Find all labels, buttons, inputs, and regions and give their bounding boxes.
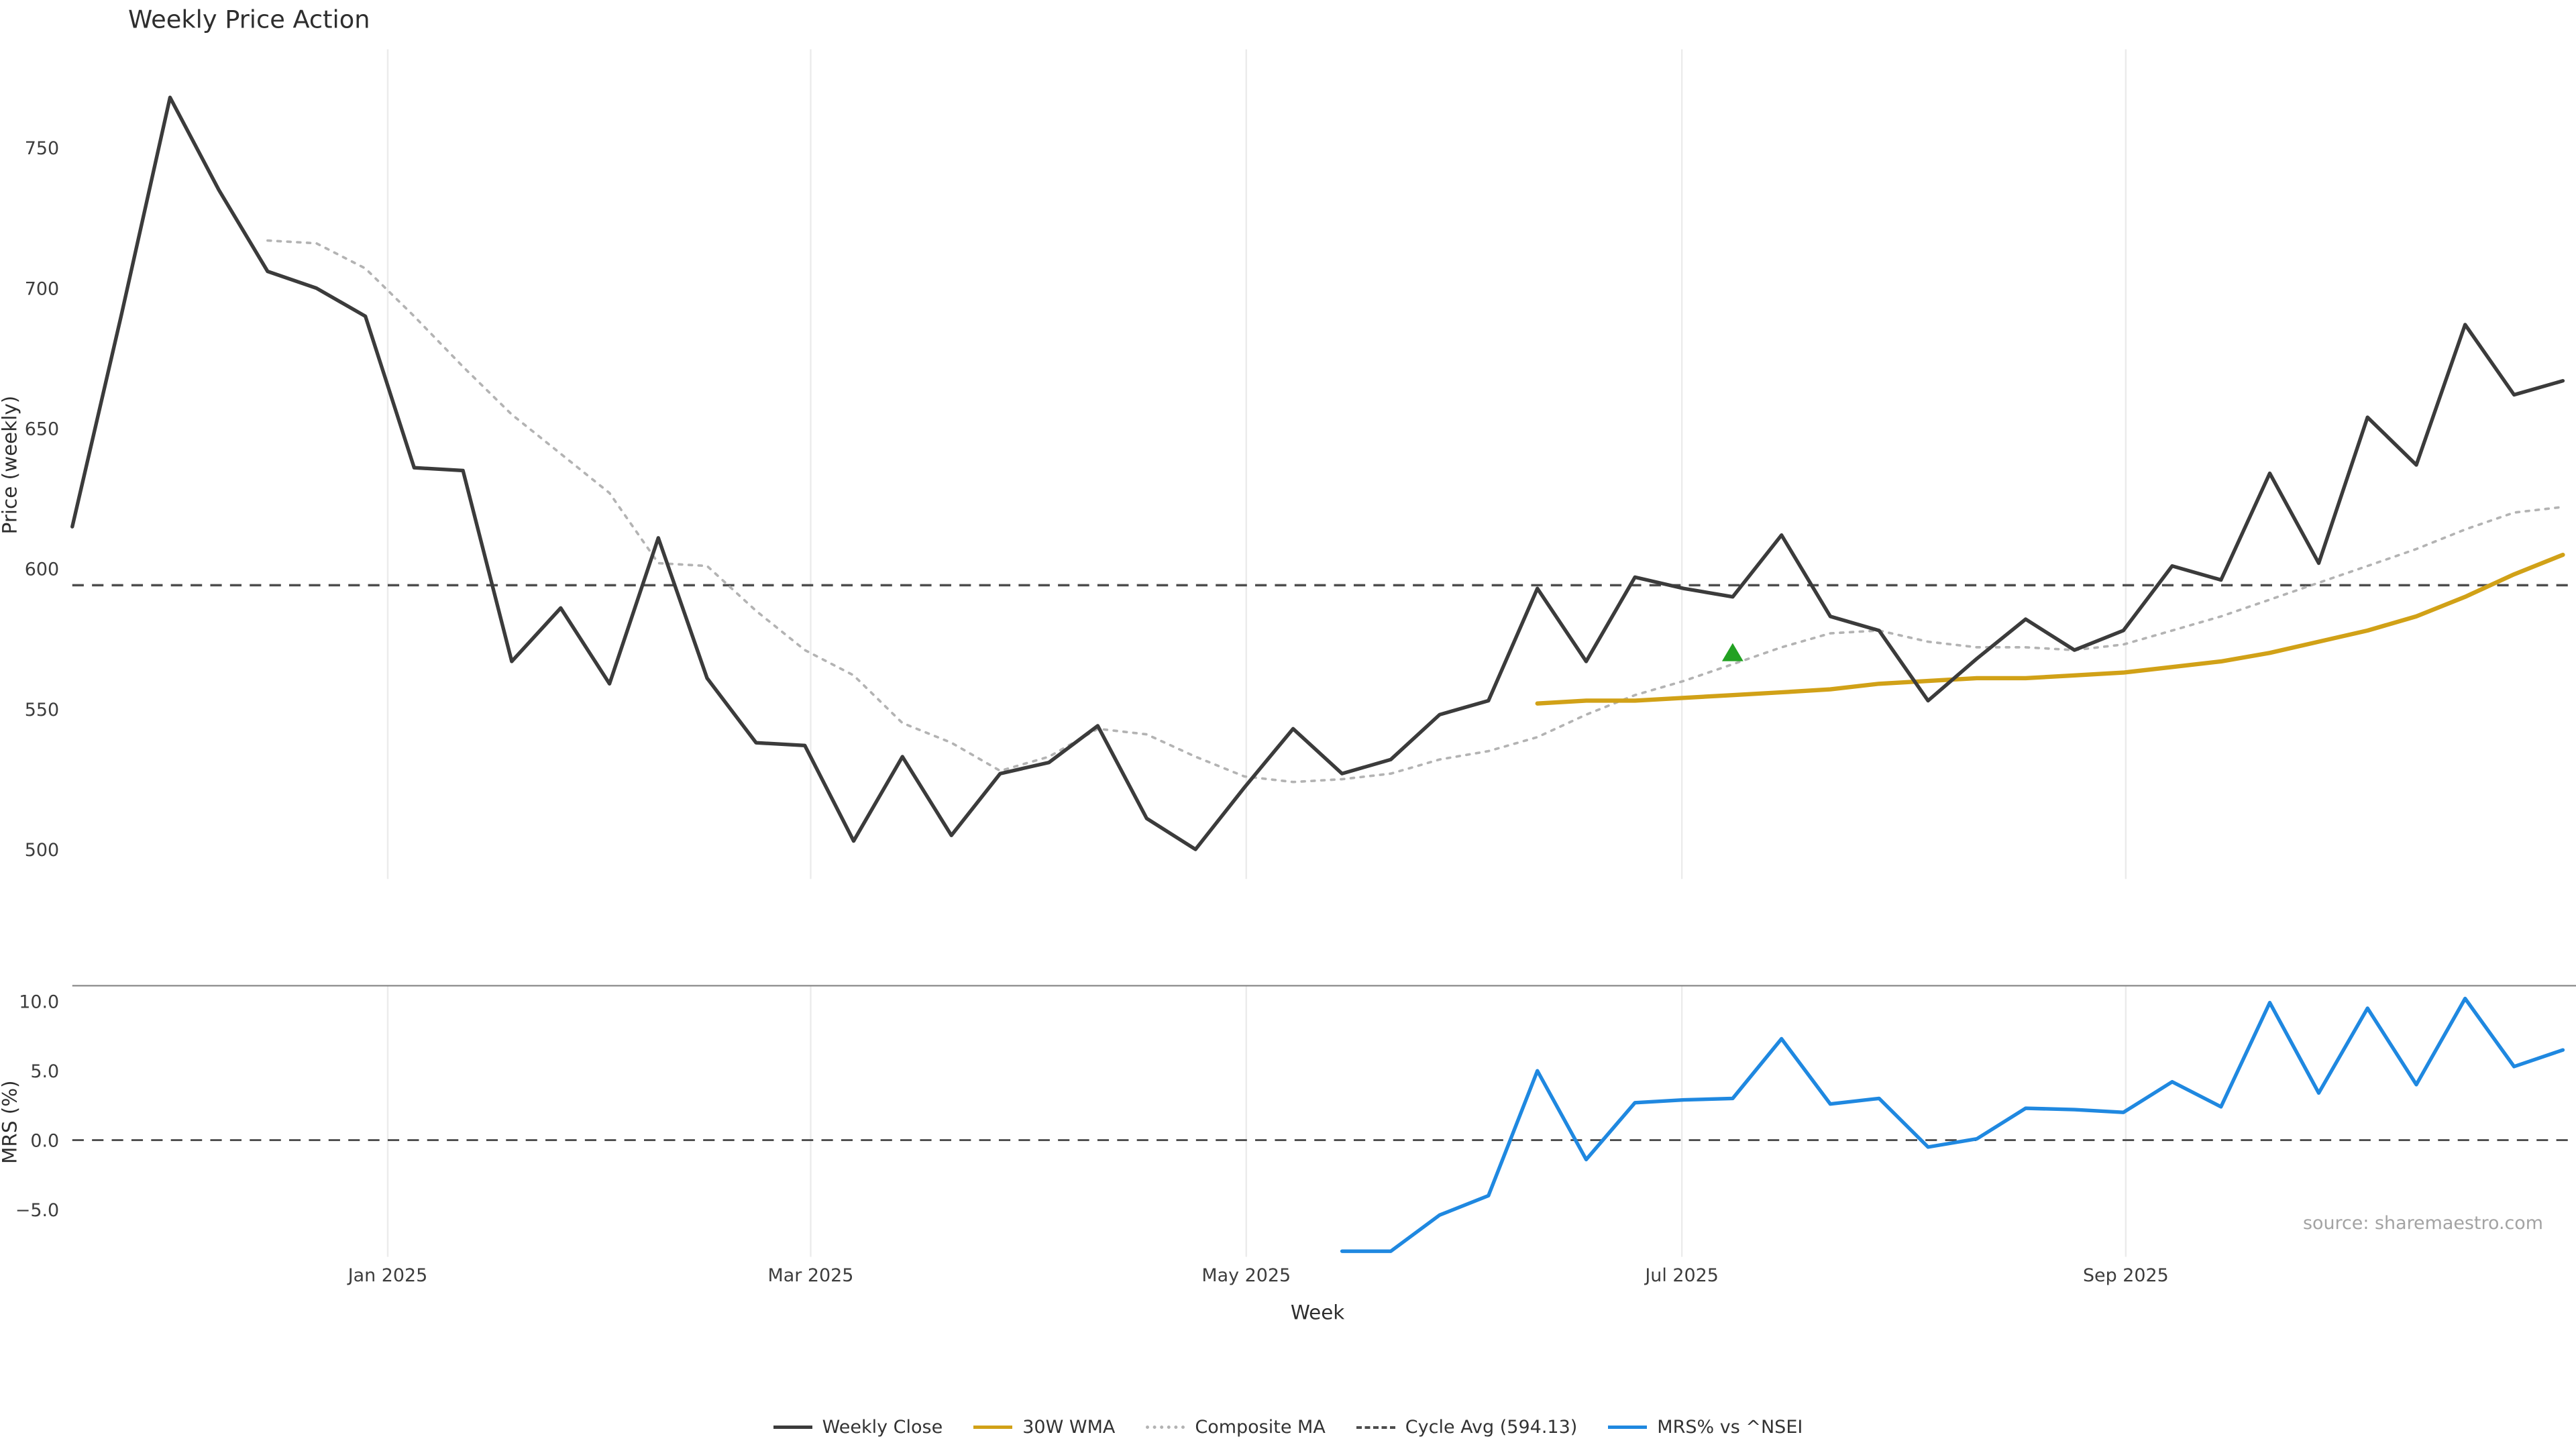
x-tick-label: Mar 2025 bbox=[768, 1265, 854, 1286]
legend-label-weekly-close: Weekly Close bbox=[822, 1417, 943, 1438]
y-tick-label: 500 bbox=[25, 840, 59, 861]
mrs-line bbox=[1340, 996, 2565, 1253]
legend-label-composite-ma: Composite MA bbox=[1195, 1417, 1326, 1438]
x-tick-label: Jan 2025 bbox=[347, 1265, 428, 1286]
y-tick-label: 750 bbox=[25, 138, 59, 159]
legend-label-mrs: MRS% vs ^NSEI bbox=[1657, 1417, 1803, 1438]
y-tick-label: 5.0 bbox=[30, 1061, 59, 1082]
legend-item-weekly-close: Weekly Close bbox=[773, 1417, 943, 1438]
y-tick-label: 600 bbox=[25, 559, 59, 580]
legend: Weekly Close 30W WMA Composite MA Cycle … bbox=[0, 1417, 2576, 1438]
wma-30w-line bbox=[1535, 552, 2565, 706]
weekly-close-swatch bbox=[773, 1426, 812, 1429]
chart-render-layer: 500 550 600 650 700 750 10.0 5.0 0.0 −5.0 Jan 2025… bbox=[15, 49, 2576, 1286]
y-tick-label: 10.0 bbox=[19, 991, 59, 1012]
legend-item-composite-ma: Composite MA bbox=[1146, 1417, 1326, 1438]
source-credit: source: sharemaestro.com bbox=[2303, 1213, 2543, 1234]
x-tick-label: Jul 2025 bbox=[1644, 1265, 1719, 1286]
legend-label-cycle-avg: Cycle Avg (594.13) bbox=[1405, 1417, 1578, 1438]
chart-title: Weekly Price Action bbox=[128, 5, 370, 34]
week-axis-label: Week bbox=[1291, 1301, 1344, 1324]
y-tick-label: 550 bbox=[25, 700, 59, 720]
y-tick-label: 650 bbox=[25, 419, 59, 439]
cycle-avg-swatch bbox=[1356, 1426, 1395, 1429]
y-tick-label: −5.0 bbox=[15, 1200, 59, 1221]
legend-item-30w-wma: 30W WMA bbox=[973, 1417, 1115, 1438]
y-tick-label: 700 bbox=[25, 278, 59, 299]
composite-ma-line bbox=[266, 239, 2565, 784]
y-tick-label: 0.0 bbox=[30, 1130, 59, 1151]
x-tick-label: May 2025 bbox=[1201, 1265, 1291, 1286]
legend-item-cycle-avg: Cycle Avg (594.13) bbox=[1356, 1417, 1578, 1438]
weekly-close-line bbox=[70, 95, 2565, 851]
wma-swatch bbox=[973, 1426, 1013, 1429]
buy-signal-marker bbox=[1721, 643, 1743, 661]
mrs-axis-label: MRS (%) bbox=[0, 1080, 21, 1164]
price-axis-label: Price (weekly) bbox=[0, 396, 21, 535]
mrs-swatch bbox=[1608, 1426, 1648, 1429]
composite-ma-swatch bbox=[1146, 1426, 1185, 1429]
legend-item-mrs: MRS% vs ^NSEI bbox=[1608, 1417, 1803, 1438]
legend-label-30w-wma: 30W WMA bbox=[1022, 1417, 1116, 1438]
x-tick-label: Sep 2025 bbox=[2083, 1265, 2169, 1286]
